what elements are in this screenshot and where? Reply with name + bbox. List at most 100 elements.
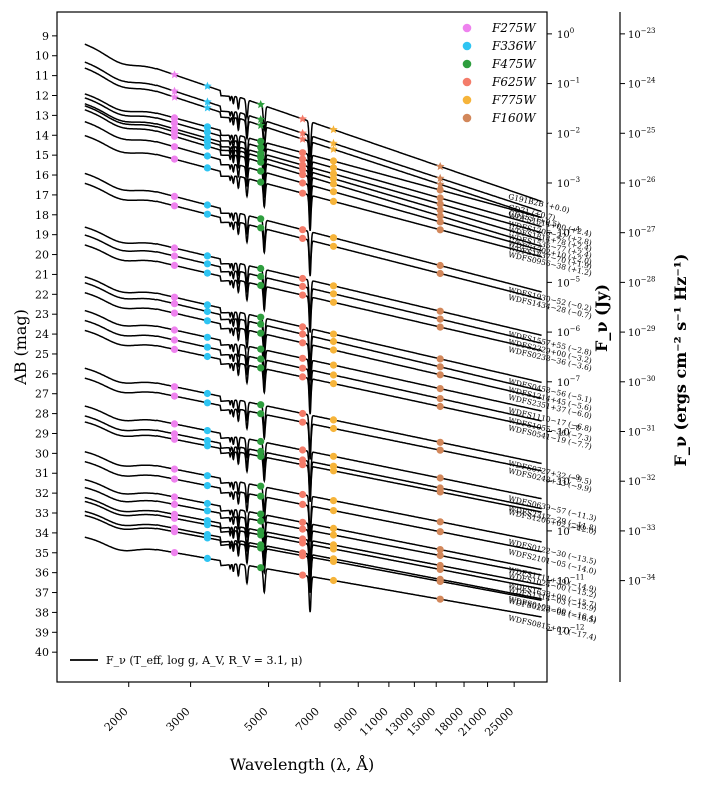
series-layer bbox=[84, 43, 542, 618]
photometry-star-marker bbox=[436, 162, 445, 171]
y-tick-label: 26 bbox=[35, 368, 49, 381]
jy-tick-label: 10−11 bbox=[557, 574, 585, 588]
photometry-point bbox=[299, 330, 307, 338]
y-tick-label: 10 bbox=[35, 50, 49, 63]
series-line bbox=[84, 514, 542, 602]
photometry-point bbox=[436, 446, 444, 454]
series-key: F_ν (T_eff, log g, A_V, R_V = 3.1, μ) bbox=[70, 654, 302, 667]
photometry-point bbox=[436, 518, 444, 526]
photometry-point bbox=[299, 165, 307, 174]
photometry-point bbox=[257, 510, 265, 518]
series-line bbox=[84, 234, 542, 344]
photometry-point bbox=[329, 361, 338, 369]
photometry-point bbox=[299, 490, 307, 499]
photometry-point bbox=[436, 307, 444, 315]
photometry-point bbox=[329, 467, 338, 475]
photometry-point bbox=[203, 142, 211, 150]
series-line bbox=[84, 450, 542, 543]
photometry-point bbox=[170, 336, 179, 344]
jy-tick-label: 100 bbox=[557, 27, 574, 41]
series-line bbox=[84, 421, 542, 513]
photometry-point bbox=[436, 438, 444, 446]
y-tick-label: 32 bbox=[35, 487, 49, 500]
photometry-point bbox=[329, 157, 338, 165]
photometry-point bbox=[203, 269, 211, 277]
photometry-point bbox=[203, 499, 211, 508]
y2-axis-title: F_ν (Jy) bbox=[592, 284, 611, 352]
photometry-point bbox=[299, 409, 307, 418]
photometry-star-marker bbox=[170, 70, 179, 79]
cgs-tick-label: 10−34 bbox=[628, 574, 656, 588]
y-tick-label: 40 bbox=[35, 646, 49, 659]
photometry-point bbox=[436, 212, 444, 220]
photometry-point bbox=[203, 317, 211, 325]
photometry-point bbox=[257, 410, 265, 418]
photometry-point bbox=[203, 389, 211, 398]
photometry-point bbox=[299, 518, 307, 526]
photometry-point bbox=[436, 546, 444, 554]
series-line bbox=[84, 377, 542, 472]
photometry-point bbox=[257, 272, 265, 281]
photometry-point bbox=[257, 564, 265, 572]
photometry-point bbox=[329, 197, 338, 205]
y-tick-label: 20 bbox=[35, 249, 49, 262]
photometry-point bbox=[170, 155, 179, 163]
jy-tick-label: 10−2 bbox=[557, 126, 580, 140]
photometry-point bbox=[299, 291, 307, 299]
photometry-point bbox=[329, 545, 338, 553]
legend-label: F775W bbox=[491, 93, 537, 107]
y-tick-label: 33 bbox=[35, 507, 49, 520]
cgs-tick-label: 10−31 bbox=[628, 424, 656, 438]
photometry-point bbox=[436, 206, 444, 214]
photometry-point bbox=[170, 500, 179, 508]
photometry-point bbox=[299, 339, 307, 347]
legend-label: F275W bbox=[491, 21, 537, 35]
y-tick-label: 15 bbox=[35, 149, 49, 162]
legend-label: F475W bbox=[491, 57, 537, 71]
x-axis-title: Wavelength (λ, Å) bbox=[230, 754, 374, 774]
y-axis-title: AB (mag) bbox=[11, 309, 30, 386]
photometry-point bbox=[436, 528, 444, 536]
y-tick-label: 19 bbox=[35, 229, 49, 242]
photometry-point bbox=[170, 119, 179, 127]
jy-tick-label: 10−9 bbox=[557, 474, 580, 488]
photometry-point bbox=[203, 123, 211, 131]
photometry-star-marker bbox=[298, 134, 307, 143]
series-line bbox=[84, 282, 542, 392]
photometry-point bbox=[436, 261, 444, 270]
photometry-point bbox=[170, 392, 179, 400]
photometry-point bbox=[257, 320, 265, 328]
photometry-point bbox=[436, 551, 444, 560]
photometry-point bbox=[299, 539, 307, 547]
y-tick-label: 25 bbox=[35, 348, 49, 361]
photometry-point bbox=[257, 224, 265, 232]
photometry-point bbox=[299, 525, 307, 533]
photometry-star-marker bbox=[203, 97, 212, 106]
series-line bbox=[84, 415, 542, 510]
photometry-point bbox=[329, 452, 338, 460]
photometry-star-marker bbox=[329, 138, 338, 147]
series-line bbox=[84, 500, 542, 590]
legend-label: F160W bbox=[491, 111, 537, 125]
series-line bbox=[84, 120, 542, 252]
photometry-point bbox=[170, 293, 179, 301]
cgs-tick-label: 10−27 bbox=[628, 226, 656, 240]
photometry-point bbox=[436, 363, 444, 371]
photometry-point bbox=[170, 114, 179, 122]
y-tick-label: 39 bbox=[35, 626, 49, 639]
y-axis-cgs: 10−23 10−24 10−25 10−26 10−27 10−28 10−29 10−30… bbox=[619, 12, 656, 682]
y-tick-label: 17 bbox=[35, 189, 49, 202]
photometry-point bbox=[299, 446, 307, 454]
photometry-point bbox=[299, 354, 307, 362]
y-tick-label: 13 bbox=[35, 109, 49, 122]
photometry-point bbox=[299, 171, 307, 179]
photometry-point bbox=[329, 188, 338, 196]
photometry-star-marker bbox=[329, 144, 338, 153]
series-line bbox=[84, 496, 542, 586]
y-tick-label: 9 bbox=[42, 30, 49, 43]
photometry-point bbox=[203, 343, 211, 351]
legend-label: F625W bbox=[491, 75, 537, 89]
photometry-point bbox=[170, 202, 179, 210]
